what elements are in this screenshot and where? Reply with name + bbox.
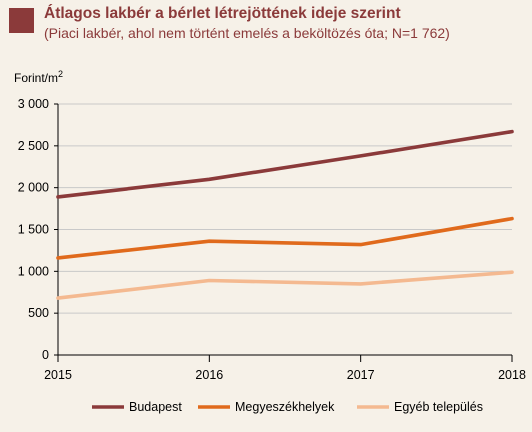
chart-title: Átlagos lakbér a bérlet létrejöttének id… <box>44 5 401 22</box>
series-line-budapest <box>56 129 514 199</box>
title-marker <box>9 8 34 33</box>
chart-subtitle: (Piaci lakbér, ahol nem történt emelés a… <box>44 25 450 41</box>
y-tick-label: 2 500 <box>18 139 49 153</box>
series-line-egy-b-telep-l-s <box>56 270 514 300</box>
legend-label: Egyéb település <box>394 400 483 414</box>
series-line-megyesz-khelyek <box>56 216 514 260</box>
y-tick-label: 0 <box>42 348 49 362</box>
x-tick-label: 2017 <box>347 368 375 382</box>
legend-label: Budapest <box>129 400 182 414</box>
legend-label: Megyeszékhelyek <box>235 400 335 414</box>
x-axis: 2015 2016 2017 2018 <box>44 354 526 382</box>
x-tick-label: 2018 <box>498 368 526 382</box>
legend: Budapest Megyeszékhelyek Egyéb település <box>92 400 483 414</box>
y-tick-label: 1 500 <box>18 223 49 237</box>
y-axis-unit: Forint/m2 <box>14 69 63 85</box>
x-tick-label: 2016 <box>195 368 223 382</box>
y-tick-label: 1 000 <box>18 264 49 278</box>
y-tick-label: 500 <box>28 306 49 320</box>
series-lines <box>56 129 514 300</box>
y-tick-label: 3 000 <box>18 97 49 111</box>
y-tick-label: 2 000 <box>18 181 49 195</box>
x-tick-label: 2015 <box>44 368 72 382</box>
gridlines <box>58 103 512 314</box>
chart-header: Átlagos lakbér a bérlet létrejöttének id… <box>0 0 532 56</box>
y-axis: Forint/m2 0 500 1 000 1 500 2 000 2 500 3 000 <box>14 69 63 362</box>
